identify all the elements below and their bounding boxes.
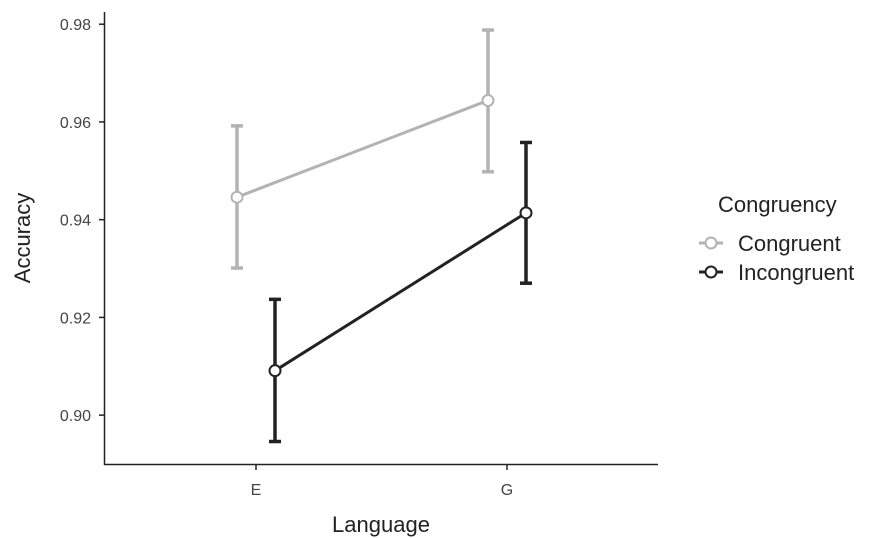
y-tick-label: 0.98: [60, 17, 91, 34]
axes: [103, 12, 658, 466]
data-point: [268, 364, 282, 378]
legend-items: Congruent Incongruent: [699, 231, 854, 285]
legend-label: Incongruent: [738, 260, 854, 285]
legend-key: [699, 265, 723, 279]
data-point: [230, 190, 244, 204]
data-point: [481, 93, 495, 107]
series-layer: [230, 28, 533, 444]
legend-item-incongruent: Incongruent: [699, 260, 854, 285]
y-tick-label: 0.92: [60, 310, 91, 327]
legend-key: [699, 236, 723, 250]
y-axis-title: Accuracy: [10, 193, 35, 283]
x-axis-title: Language: [332, 512, 430, 537]
series-congruent: [230, 28, 495, 270]
y-tick-label: 0.96: [60, 115, 91, 132]
y-tick-label: 0.90: [60, 408, 91, 425]
legend: Congruency Congruent Incongruent: [699, 192, 854, 285]
legend-item-congruent: Congruent: [699, 231, 841, 256]
series-incongruent: [268, 140, 533, 444]
series-line: [236, 99, 489, 199]
x-tick-label: G: [501, 482, 513, 499]
y-tick-label: 0.94: [60, 213, 91, 230]
legend-title: Congruency: [718, 192, 837, 217]
legend-label: Congruent: [738, 231, 841, 256]
x-tick-label: E: [251, 482, 262, 499]
y-ticks: 0.90 0.92 0.94 0.96 0.98: [60, 17, 104, 425]
data-point: [519, 206, 533, 220]
series-line: [274, 211, 527, 372]
